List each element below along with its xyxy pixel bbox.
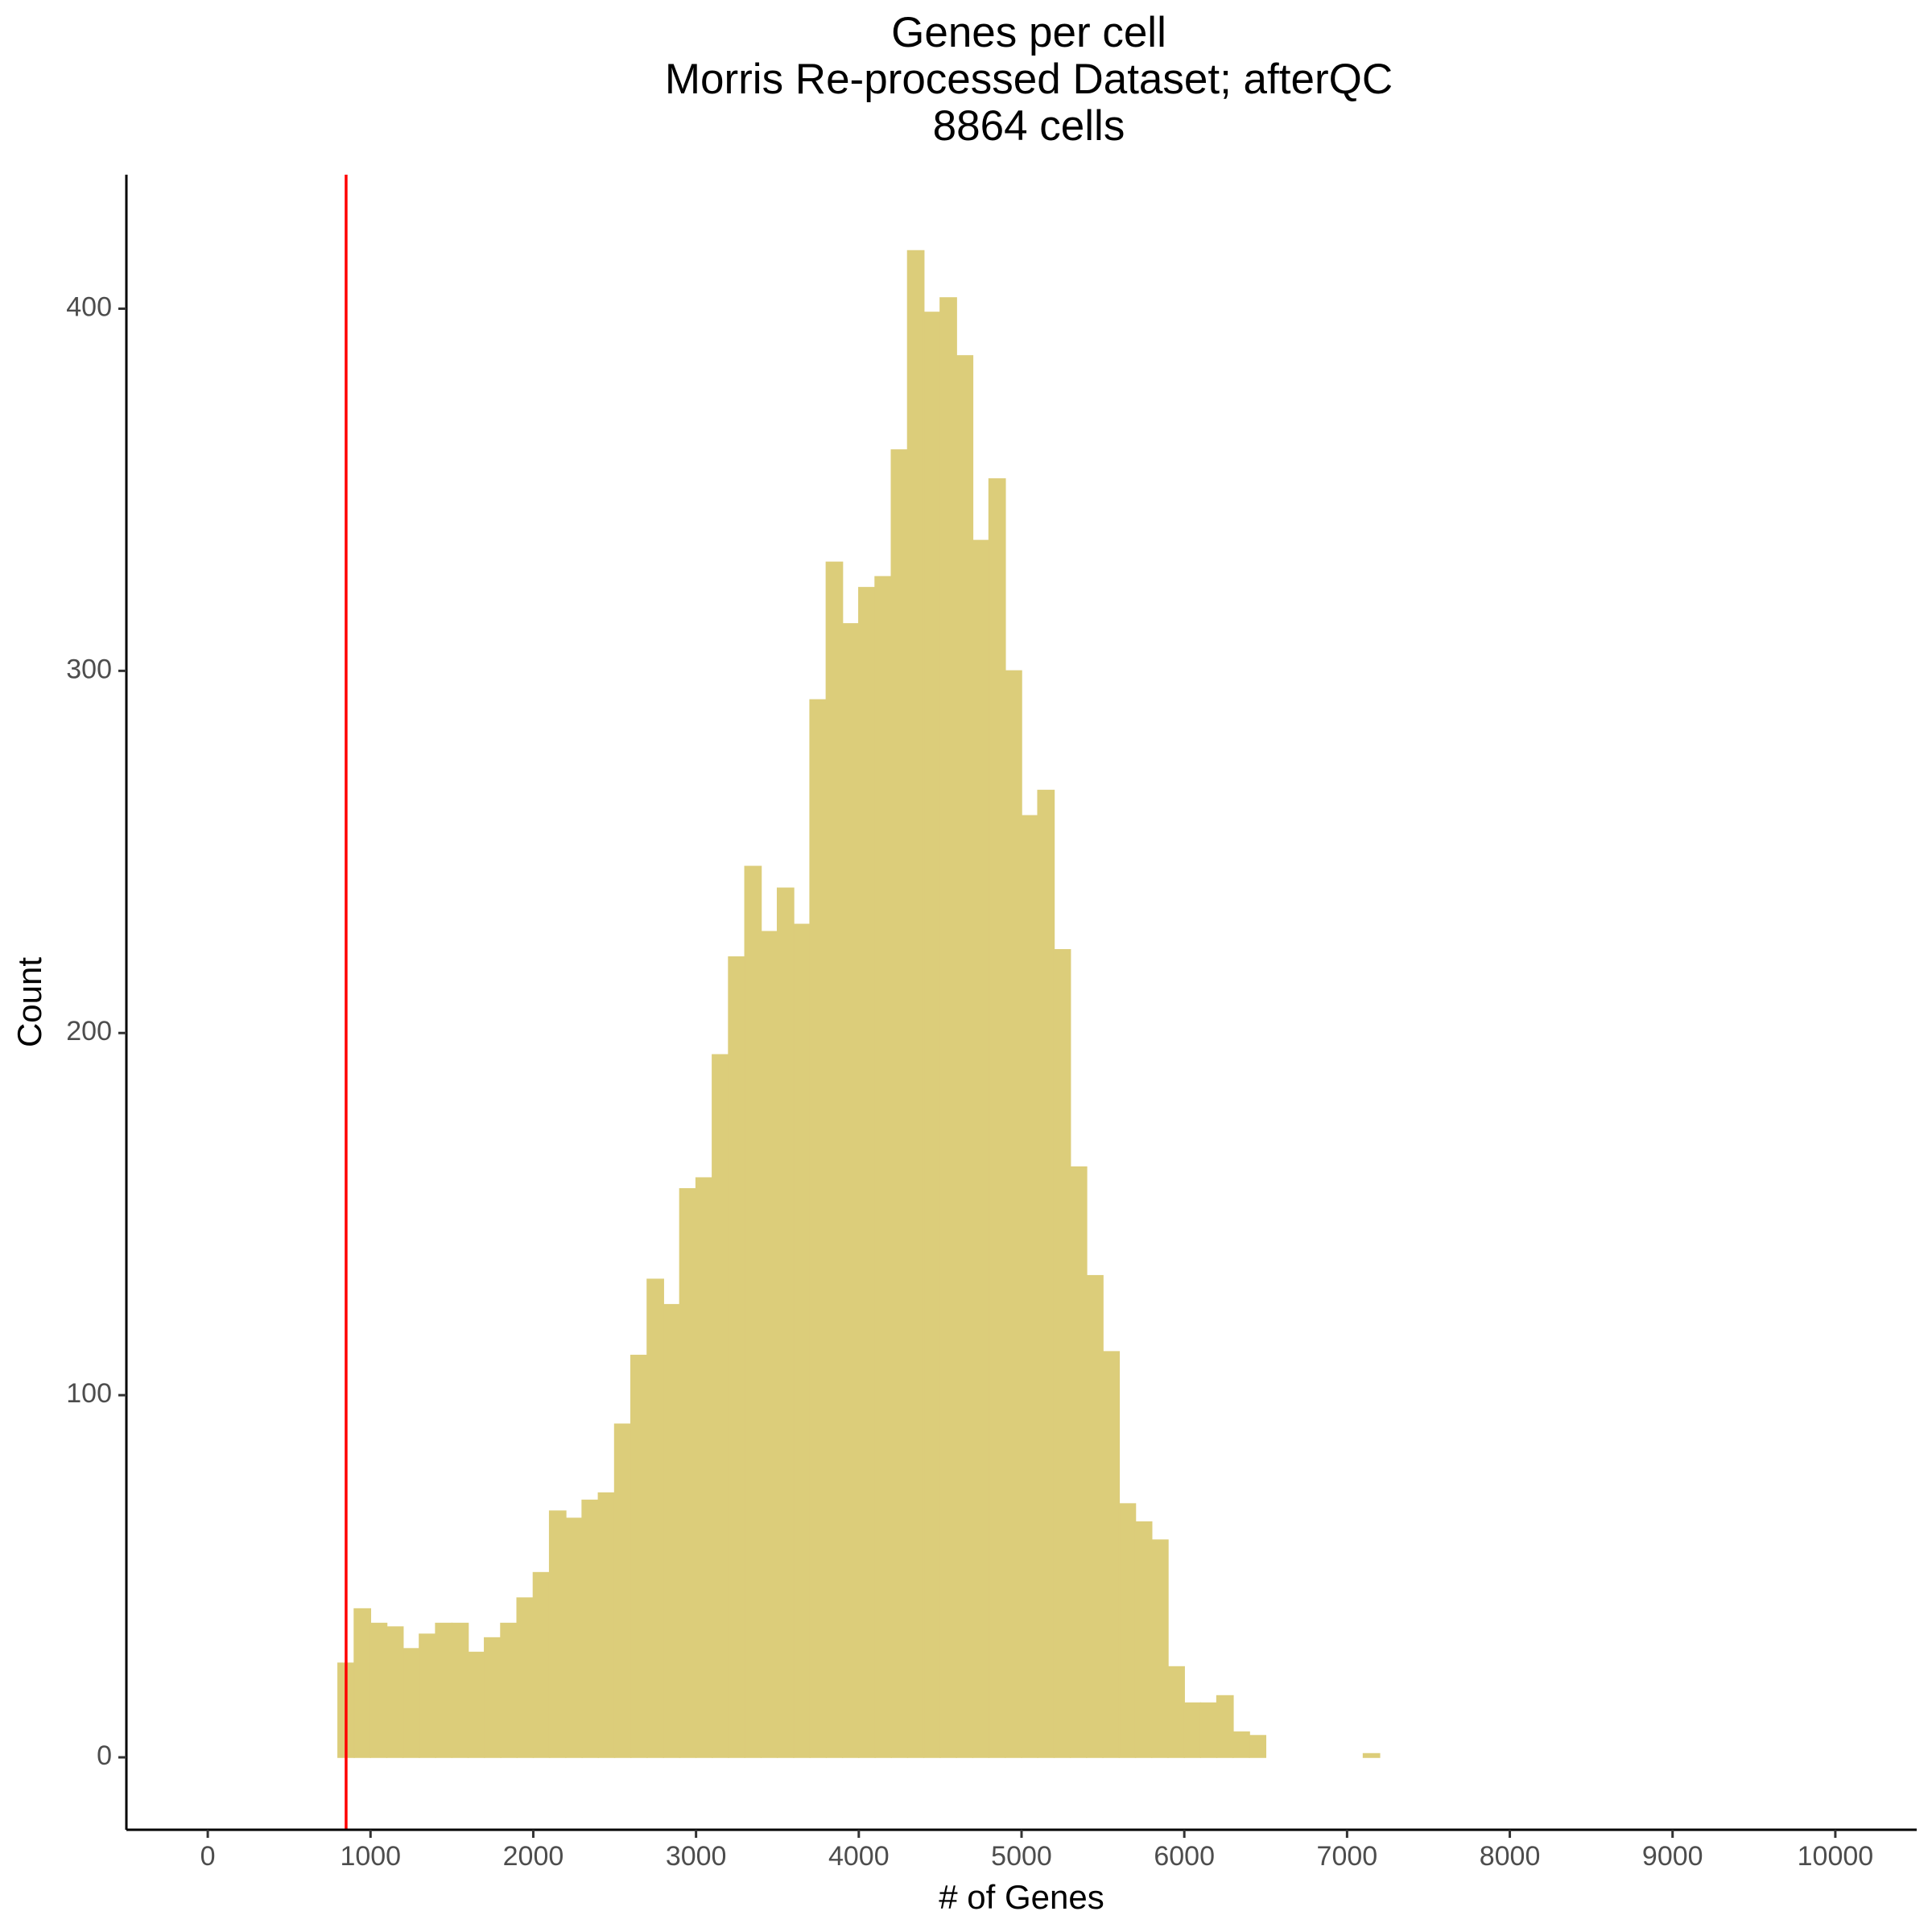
chart-subtitle: 8864 cells bbox=[933, 102, 1125, 150]
bar bbox=[484, 1637, 502, 1758]
bar bbox=[874, 576, 893, 1758]
bar bbox=[1053, 949, 1071, 1758]
bar bbox=[467, 1651, 485, 1758]
bar bbox=[402, 1648, 420, 1758]
x-tick-label: 7000 bbox=[1317, 1841, 1378, 1872]
x-tick-label: 3000 bbox=[666, 1841, 727, 1872]
bar bbox=[1102, 1351, 1121, 1758]
x-tick-label: 8000 bbox=[1480, 1841, 1541, 1872]
x-tick-label: 5000 bbox=[991, 1841, 1052, 1872]
x-tick-label: 10000 bbox=[1798, 1841, 1874, 1872]
bar bbox=[1183, 1702, 1202, 1758]
bar bbox=[435, 1622, 453, 1758]
x-axis-title: # of Genes bbox=[939, 1878, 1104, 1916]
bar bbox=[646, 1278, 664, 1758]
bar bbox=[532, 1571, 551, 1758]
bar bbox=[1249, 1735, 1267, 1758]
x-tick-label: 6000 bbox=[1154, 1841, 1215, 1872]
bar bbox=[630, 1354, 648, 1758]
y-tick-label: 400 bbox=[66, 291, 112, 322]
y-tick-label: 0 bbox=[97, 1740, 112, 1771]
x-tick-label: 4000 bbox=[828, 1841, 890, 1872]
bar bbox=[809, 699, 828, 1758]
bar bbox=[744, 865, 762, 1758]
y-tick-label: 200 bbox=[66, 1016, 112, 1046]
bar bbox=[760, 931, 778, 1758]
y-tick-label: 100 bbox=[66, 1378, 112, 1409]
bar bbox=[419, 1633, 436, 1758]
bar bbox=[793, 923, 811, 1758]
bar bbox=[500, 1622, 518, 1758]
bar bbox=[663, 1303, 681, 1758]
bar bbox=[1037, 790, 1055, 1758]
bar bbox=[1199, 1702, 1218, 1758]
y-axis-title: Count bbox=[10, 957, 48, 1047]
chart-subtitle: Morris Re-processed Dataset; afterQC bbox=[665, 56, 1393, 103]
x-tick-label: 0 bbox=[200, 1841, 216, 1872]
y-tick-label: 300 bbox=[66, 654, 112, 684]
x-tick-label: 1000 bbox=[340, 1841, 401, 1872]
bar bbox=[386, 1626, 404, 1758]
bar bbox=[890, 449, 909, 1758]
bar bbox=[369, 1622, 388, 1758]
bar bbox=[353, 1608, 372, 1758]
x-tick-label: 2000 bbox=[503, 1841, 564, 1872]
bar bbox=[613, 1423, 632, 1758]
bar bbox=[516, 1597, 535, 1758]
bar bbox=[972, 539, 990, 1758]
bar bbox=[988, 478, 1006, 1758]
bar bbox=[858, 587, 876, 1758]
bar bbox=[565, 1517, 583, 1758]
bar bbox=[728, 956, 746, 1758]
bar bbox=[1232, 1731, 1250, 1758]
chart-title: Genes per cell bbox=[891, 9, 1166, 56]
bar bbox=[1069, 1166, 1088, 1758]
bar bbox=[906, 250, 925, 1758]
bar bbox=[451, 1622, 469, 1758]
bar bbox=[825, 561, 844, 1758]
bar bbox=[581, 1499, 600, 1758]
bar bbox=[695, 1177, 713, 1758]
x-tick-label: 9000 bbox=[1642, 1841, 1703, 1872]
bar bbox=[597, 1492, 616, 1758]
bar bbox=[1021, 815, 1038, 1758]
bar bbox=[1005, 670, 1022, 1758]
bar bbox=[1118, 1503, 1137, 1758]
bar bbox=[939, 297, 957, 1758]
bar bbox=[679, 1187, 697, 1758]
bar bbox=[1150, 1539, 1169, 1758]
bar bbox=[1086, 1274, 1104, 1758]
bar bbox=[841, 623, 860, 1758]
bar bbox=[712, 1054, 729, 1758]
bar bbox=[548, 1510, 567, 1758]
bar bbox=[1134, 1521, 1153, 1758]
bar bbox=[776, 887, 795, 1758]
bar bbox=[1362, 1752, 1381, 1758]
bar bbox=[956, 355, 974, 1758]
bar bbox=[1167, 1666, 1185, 1758]
bar bbox=[1216, 1695, 1234, 1758]
bar bbox=[923, 312, 941, 1758]
